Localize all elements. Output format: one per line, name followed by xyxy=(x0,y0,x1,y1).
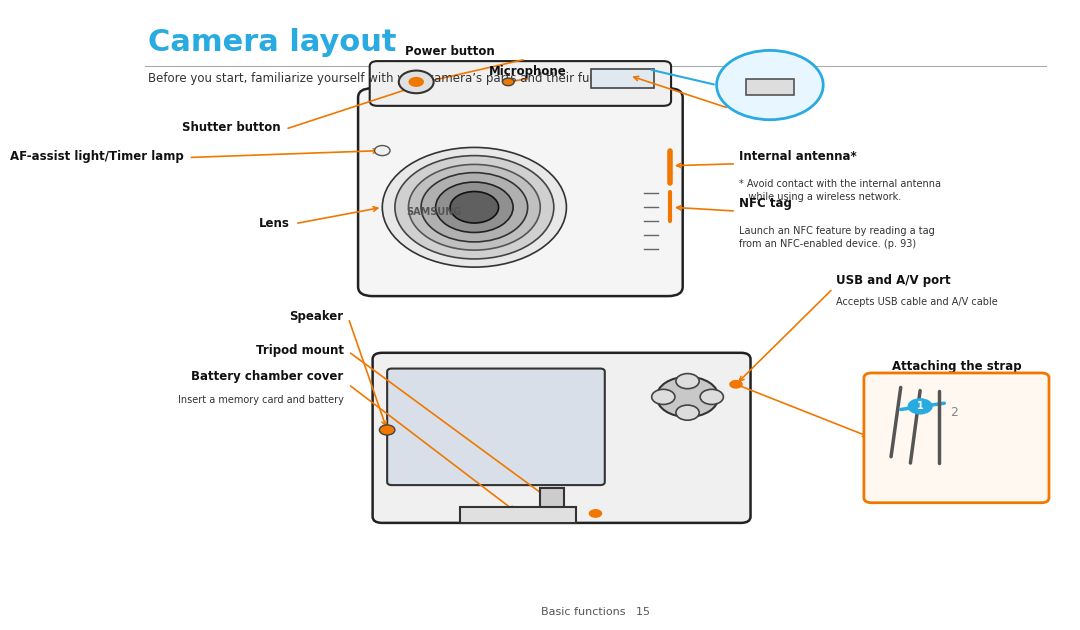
Circle shape xyxy=(657,377,718,417)
Circle shape xyxy=(907,398,933,415)
Circle shape xyxy=(421,173,528,242)
Circle shape xyxy=(375,146,390,156)
Text: Power button: Power button xyxy=(405,45,495,58)
Text: Basic functions   15: Basic functions 15 xyxy=(541,607,650,617)
Circle shape xyxy=(450,192,499,223)
Circle shape xyxy=(408,77,424,87)
Text: Flash: Flash xyxy=(731,94,767,107)
Text: Speaker: Speaker xyxy=(289,311,343,323)
Text: Shutter button: Shutter button xyxy=(181,122,281,134)
Text: Internal antenna*: Internal antenna* xyxy=(739,149,856,163)
Circle shape xyxy=(717,50,823,120)
Text: Accepts USB cable and A/V cable: Accepts USB cable and A/V cable xyxy=(836,297,998,307)
Circle shape xyxy=(395,156,554,259)
Circle shape xyxy=(502,78,514,86)
Bar xyxy=(540,488,564,513)
Text: SAMSUNG: SAMSUNG xyxy=(406,207,462,217)
Circle shape xyxy=(435,182,513,232)
Circle shape xyxy=(589,509,603,518)
Bar xyxy=(745,79,794,94)
Text: Camera layout: Camera layout xyxy=(148,28,396,57)
FancyBboxPatch shape xyxy=(373,353,751,523)
Circle shape xyxy=(729,380,743,389)
Text: Tripod mount: Tripod mount xyxy=(256,344,343,357)
Circle shape xyxy=(676,374,699,389)
Circle shape xyxy=(399,71,434,93)
FancyBboxPatch shape xyxy=(359,88,683,296)
Circle shape xyxy=(676,405,699,420)
Text: * Avoid contact with the internal antenna
   while using a wireless network.: * Avoid contact with the internal antenn… xyxy=(739,179,941,202)
FancyBboxPatch shape xyxy=(369,61,671,106)
Circle shape xyxy=(408,164,540,250)
Circle shape xyxy=(700,389,724,404)
Text: 1: 1 xyxy=(917,401,923,411)
Text: Launch an NFC feature by reading a tag
from an NFC-enabled device. (p. 93): Launch an NFC feature by reading a tag f… xyxy=(739,226,934,249)
Text: USB and A/V port: USB and A/V port xyxy=(836,273,950,287)
Text: AF-assist light/Timer lamp: AF-assist light/Timer lamp xyxy=(10,150,184,163)
Circle shape xyxy=(651,389,675,404)
Bar xyxy=(591,69,653,88)
Text: NFC tag: NFC tag xyxy=(739,197,792,210)
Text: Battery chamber cover: Battery chamber cover xyxy=(191,370,343,383)
Text: Insert a memory card and battery: Insert a memory card and battery xyxy=(178,395,343,405)
Bar xyxy=(460,507,576,523)
Circle shape xyxy=(382,147,566,267)
Circle shape xyxy=(379,425,395,435)
Text: Attaching the strap: Attaching the strap xyxy=(892,360,1022,373)
Text: 2: 2 xyxy=(950,406,958,419)
Text: Lens: Lens xyxy=(259,217,291,230)
Text: Microphone: Microphone xyxy=(489,65,567,78)
Text: Before you start, familiarize yourself with your camera’s parts and their functi: Before you start, familiarize yourself w… xyxy=(148,72,636,86)
FancyBboxPatch shape xyxy=(864,373,1049,503)
FancyBboxPatch shape xyxy=(387,369,605,485)
